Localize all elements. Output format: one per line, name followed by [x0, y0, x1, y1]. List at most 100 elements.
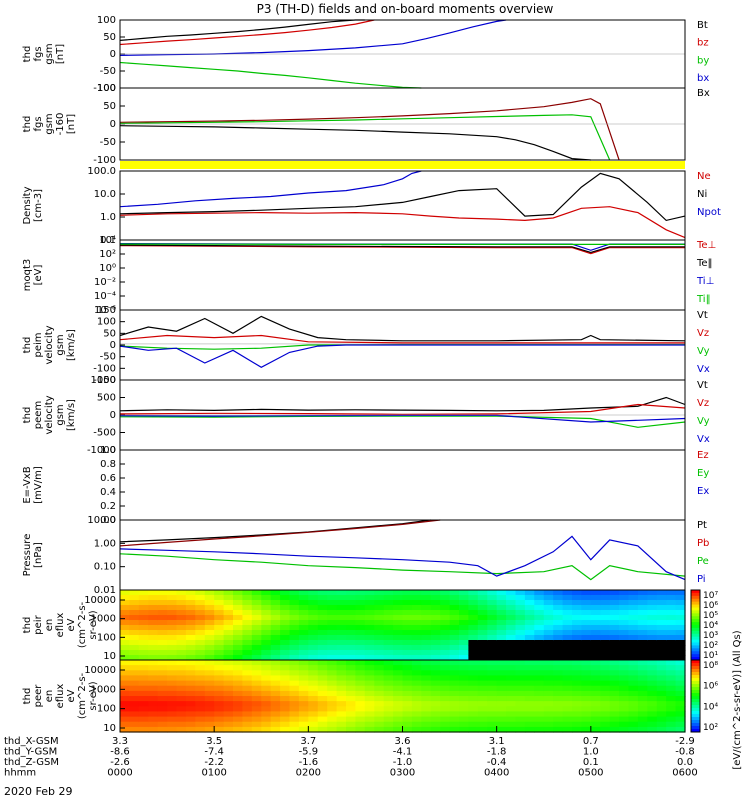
spectrogram-cell	[148, 595, 159, 601]
spectrogram-cell	[637, 726, 648, 733]
spectrogram-cell	[261, 701, 272, 707]
spectrogram-cell	[496, 605, 507, 611]
spectrogram-cell	[421, 660, 432, 666]
spectrogram-cell	[223, 711, 234, 718]
spectrogram-cell	[223, 635, 234, 641]
spectrogram-cell	[355, 660, 366, 666]
spectrogram-cell	[581, 711, 592, 718]
spectrogram-cell	[656, 590, 667, 596]
y-tick-label: -50	[100, 352, 116, 363]
spectrogram-cell	[308, 605, 319, 611]
spectrogram-cell	[449, 650, 460, 656]
spectrogram-cell	[637, 600, 648, 606]
colorbar-segment	[691, 610, 700, 614]
spectrogram-cell	[280, 650, 291, 656]
spectrogram-cell	[157, 716, 168, 723]
spectrogram-cell	[327, 620, 338, 626]
ephemeris-value: -0.8	[675, 747, 695, 758]
spectrogram-cell	[647, 615, 658, 621]
spectrogram-cell	[393, 610, 404, 616]
spectrogram-cell	[176, 600, 187, 606]
spectrogram-cell	[572, 670, 582, 676]
spectrogram-cell	[534, 625, 545, 631]
colorbar-segment	[691, 642, 700, 646]
ephemeris-value: 0300	[390, 768, 415, 779]
y-axis-label: peer	[33, 684, 44, 708]
spectrogram-cell	[666, 615, 677, 621]
spectrogram-cell	[421, 711, 432, 718]
spectrogram-cell	[524, 625, 535, 631]
y-tick-label: -100	[93, 155, 116, 166]
spectrogram-cell	[609, 716, 620, 723]
y-tick-label: 100	[97, 317, 116, 328]
spectrogram-cell	[185, 655, 196, 661]
spectrogram-cell	[619, 600, 630, 606]
spectrogram-cell	[449, 690, 460, 697]
y-tick-label: 0	[110, 410, 116, 421]
spectrogram-cell	[449, 595, 460, 601]
spectrogram-cell	[524, 665, 535, 671]
spectrogram-cell	[176, 630, 187, 636]
spectrogram-cell	[214, 685, 225, 692]
spectrogram-cell	[430, 605, 441, 611]
spectrogram-cell	[440, 711, 451, 718]
legend-entry: Vx	[697, 434, 710, 445]
spectrogram-cell	[675, 605, 686, 611]
spectrogram-cell	[364, 595, 375, 601]
legend-entry: Vy	[697, 416, 710, 427]
spectrogram-cell	[120, 716, 130, 723]
spectrogram-cell	[214, 635, 225, 641]
spectrogram-cell	[411, 635, 422, 641]
ephemeris-value: 0200	[296, 768, 321, 779]
spectrogram-cell	[261, 696, 272, 702]
spectrogram-cell	[261, 640, 272, 646]
spectrogram-cell	[148, 696, 159, 702]
spectrogram-cell	[675, 665, 686, 671]
spectrogram-cell	[609, 590, 620, 596]
spectrogram-cell	[506, 650, 517, 656]
ephemeris-value: 0000	[107, 768, 132, 779]
spectrogram-cell	[562, 640, 573, 646]
spectrogram-cell	[298, 680, 309, 687]
spectrogram-cell	[138, 590, 149, 596]
spectrogram-cell	[185, 685, 196, 692]
spectrogram-cell	[157, 590, 168, 596]
y-axis-label: peim	[33, 332, 44, 357]
spectrogram-cell	[675, 655, 686, 661]
spectrogram-cell	[280, 655, 291, 661]
spectrogram-cell	[374, 655, 385, 661]
spectrogram-cell	[120, 605, 130, 611]
spectrogram-cell	[355, 665, 366, 671]
spectrogram-cell	[675, 615, 686, 621]
colorbar-segment	[691, 675, 700, 679]
spectrogram-cell	[609, 706, 620, 712]
spectrogram-cell	[468, 721, 479, 728]
spectrogram-cell	[233, 645, 243, 651]
spectrogram-cell	[157, 635, 168, 641]
spectrogram-cell	[459, 680, 469, 687]
spectrogram-cell	[261, 716, 272, 723]
spectrogram-cell	[138, 605, 149, 611]
spectrogram-cell	[477, 645, 488, 651]
spectrogram-cell	[148, 655, 159, 661]
spectrogram-cell	[242, 726, 253, 733]
spectrogram-cell	[176, 620, 187, 626]
spectrogram-cell	[411, 645, 422, 651]
spectrogram-cell	[185, 605, 196, 611]
spectrogram-cell	[628, 690, 639, 697]
spectrogram-cell	[317, 696, 328, 702]
spectrogram-cell	[506, 690, 517, 697]
spectrogram-cell	[157, 685, 168, 692]
spectrogram-cell	[214, 655, 225, 661]
spectrogram-cell	[487, 605, 498, 611]
spectrogram-cell	[270, 675, 281, 682]
spectrogram-cell	[176, 690, 187, 697]
spectrogram-cell	[515, 620, 526, 626]
y-axis-label: gsm	[44, 113, 55, 134]
spectrogram-cell	[430, 716, 441, 723]
spectrogram-cell	[647, 726, 658, 733]
spectrogram-cell	[449, 716, 460, 723]
y-tick-label: 1.0	[100, 212, 116, 223]
spectrogram-cell	[590, 675, 601, 682]
spectrogram-cell	[411, 620, 422, 626]
